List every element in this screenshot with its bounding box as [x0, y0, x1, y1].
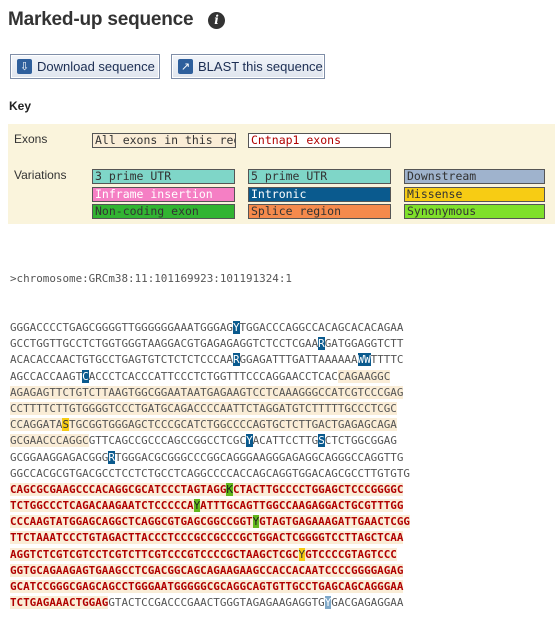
blast-sequence-button[interactable]: ↗ BLAST this sequence [171, 54, 325, 79]
sequence-segment: GTACTCCGACCCGAACTGGGTAGAGAAGAGGTG [108, 596, 325, 610]
sequence-segment: GGAGATTTGATTAAAAAA [239, 353, 358, 367]
key-panel: Exons Variations All exons in this regio… [8, 124, 555, 224]
sequence-segment: ACCCTCACCCATTCCCTCTGGTTTCCCAGGAACCTCAC [88, 369, 338, 383]
variant-marker[interactable]: S [62, 418, 70, 432]
sequence-line: AGCCACCAAGTCACCCTCACCCATTCCCTCTGGTTTCCCA… [10, 369, 410, 385]
sequence-segment: TTCTAAATCCCTGTAGACTTACCCTCCCGCCGCCCGCTGG… [10, 531, 404, 545]
legend-inframe-insertion: Inframe insertion [92, 187, 235, 202]
legend-5-prime-utr: 5 prime UTR [248, 169, 391, 184]
legend-intronic: Intronic [248, 187, 391, 202]
sequence-segment: GTTCAGCCGCCCAGCCGGCCTCGC [88, 434, 247, 448]
variant-marker[interactable]: Y [246, 434, 253, 448]
sequence-line: GCGGAAGGAGACGGGRTGGGACGCGGGCCCGGCAGGGAAG… [10, 450, 410, 466]
variant-marker[interactable]: Y [193, 499, 201, 513]
sequence-segment: GCATCCGGGCGAGCAGCCTGGGAATGGGGGCGCAGGCAGT… [10, 580, 404, 593]
key-heading: Key [9, 99, 32, 113]
sequence-segment: CAGAAGGC [337, 369, 391, 383]
legend-3-prime-utr: 3 prime UTR [92, 169, 235, 184]
variant-marker[interactable]: S [318, 434, 325, 448]
sequence-segment: CTACTTGCCCCTGGAGCTCCCGGGGC [232, 482, 404, 496]
variant-marker[interactable]: R [232, 353, 240, 367]
legend-non-coding-exon: Non-coding exon [92, 204, 235, 219]
sequence-line: CCCAAGTATGGAGCAGGCTCAGGCGTGAGCGGCCGGTYGT… [10, 514, 410, 530]
sequence-lines: GGGACCCCTGAGCGGGGTTGGGGGGAAATGGGAGYTGGAC… [10, 320, 410, 611]
variant-marker[interactable]: Y [252, 515, 260, 529]
sequence-segment: CAGCGCGAAGCCCACAGGCGCATCCCTAGTAGG [10, 482, 227, 496]
legend-downstream: Downstream [404, 169, 545, 184]
sequence-line: CAGCGCGAAGCCCACAGGCGCATCCCTAGTAGGKCTACTT… [10, 482, 410, 498]
legend-gene-exons: Cntnap1 exons [248, 133, 391, 148]
sequence-segment: GCCTGGTTGCCTCTGGTGGGTAAGGACGTGAGAGAGGTCT… [10, 337, 319, 351]
sequence-segment: CCAGGATA [10, 418, 63, 432]
sequence-line: GCATCCGGGCGAGCAGCCTGGGAATGGGGGCGCAGGCAGT… [10, 579, 410, 595]
blast-sequence-label: BLAST this sequence [198, 59, 323, 74]
sequence-line: CCAGGATASTGCGGTGGGAGCTCCCGCATCTGGCCCCAGT… [10, 417, 410, 433]
download-icon: ⇩ [17, 59, 32, 74]
sequence-segment: AGAGAGTTCTGTCTTAAGTGGCGGAATAATGAGAAGTCCT… [10, 385, 404, 399]
sequence-segment: GCGGAAGGAGACGGG [10, 450, 109, 464]
download-sequence-label: Download sequence [37, 59, 155, 74]
sequence-segment: AGGTCTCGTCGTCCTCGTCTTCGTCCCGTCCCCGCTAAGC… [10, 547, 299, 561]
sequence-segment: GGTGCAGAAGAGTGAAGCCTCGACGGCAGCAGAAGAAGCC… [10, 563, 404, 577]
sequence-segment: TTTTC [370, 353, 404, 367]
sequence-header: >chromosome:GRCm38:11:101169923:10119132… [10, 272, 292, 286]
download-sequence-button[interactable]: ⇩ Download sequence [10, 54, 160, 79]
sequence-segment: GTCCCCGTAGTCCC [305, 547, 397, 561]
legend-missense: Missense [404, 187, 545, 202]
legend-splice-region: Splice region [248, 204, 391, 219]
variant-marker[interactable]: WW [357, 353, 371, 367]
sequence-line: TCTGGCCCTCAGACAAGAATCTCCCCCAYATTTGCAGTTG… [10, 498, 410, 514]
sequence-segment: ATTTGCAGTTGGCCAAGAGGACTGCGTTTGG [200, 499, 404, 513]
legend-all-exons: All exons in this region [92, 133, 236, 148]
sequence-segment: TGGGACGCGGGCCCGGCAGGGAAGGGAGAGGCAGGGCCAG… [114, 450, 404, 464]
sequence-line: TTCTAAATCCCTGTAGACTTACCCTCCCGCCGCCCGCTGG… [10, 530, 410, 546]
sequence-segment: GGGACCCCTGAGCGGGGTTGGGGGGAAATGGGAG [10, 321, 233, 334]
legend-synonymous: Synonymous [404, 204, 545, 219]
page-title: Marked-up sequence [8, 9, 194, 30]
sequence-segment: ACACACCAACTGTGCCTGAGTGTCTCTCTCCCAA [10, 353, 233, 367]
sequence-line: AGAGAGTTCTGTCTTAAGTGGCGGAATAATGAGAAGTCCT… [10, 385, 410, 401]
sequence-segment: TGCGGTGGGAGCTCCCGCATCTGGCCCCAGTGCTCTTGAC… [69, 418, 397, 432]
sequence-segment: GTAGTGAGAAAGATTGAACTCGG [259, 515, 410, 529]
sequence-line: GCCTGGTTGCCTCTGGTGGGTAAGGACGTGAGAGAGGTCT… [10, 336, 410, 352]
sequence-segment: TCTGAGAAACTGGAG [10, 596, 109, 610]
sequence-line: GGCCACGCGTGACGCCTCCTCTGCCTCAGGCCCCACCAGC… [10, 466, 410, 482]
sequence-line: ACACACCAACTGTGCCTGAGTGTCTCTCTCCCAARGGAGA… [10, 352, 410, 368]
blast-icon: ↗ [178, 59, 193, 74]
variations-label: Variations [14, 168, 67, 182]
sequence-segment: AGCCACCAAGT [10, 369, 83, 383]
sequence-line: AGGTCTCGTCGTCCTCGTCTTCGTCCCGTCCCCGCTAAGC… [10, 547, 410, 563]
sequence-line: CCTTTTCTTGTGGGGTCCCTGATGCAGACCCCAATTCTAG… [10, 401, 410, 417]
sequence-segment: TCTGGCCCTCAGACAAGAATCTCCCCCA [10, 499, 194, 513]
variant-marker[interactable]: R [108, 450, 115, 464]
sequence-segment: GACGAGAGGAA [331, 596, 404, 610]
sequence-line: GCGAACCCAGGCGTTCAGCCGCCCAGCCGGCCTCGCYACA… [10, 433, 410, 449]
sequence-line: GGTGCAGAAGAGTGAAGCCTCGACGGCAGCAGAAGAAGCC… [10, 563, 410, 579]
sequence-block: >chromosome:GRCm38:11:101169923:10119132… [10, 239, 410, 628]
sequence-line: GGGACCCCTGAGCGGGGTTGGGGGGAAATGGGAGYTGGAC… [10, 320, 410, 336]
exons-label: Exons [14, 132, 48, 146]
info-icon[interactable]: i [208, 12, 225, 29]
sequence-segment: TGGACCCAGGCCACAGCACACAGAA [239, 321, 404, 334]
sequence-segment: CCCAAGTATGGAGCAGGCTCAGGCGTGAGCGGCCGGT [10, 515, 253, 529]
sequence-segment: CCTTTTCTTGTGGGGTCCCTGATGCAGACCCCAATTCTAG… [10, 401, 397, 415]
variant-marker[interactable]: Y [232, 321, 240, 334]
sequence-segment: GGCCACGCGTGACGCCTCCTCTGCCTCAGGCCCCACCAGC… [10, 466, 410, 480]
variant-marker[interactable]: R [318, 337, 325, 351]
sequence-segment: GCGAACCCAGGC [10, 434, 89, 448]
variant-marker[interactable]: C [82, 369, 89, 383]
variant-marker[interactable]: K [226, 482, 233, 496]
sequence-segment: ACATTCCTTG [252, 434, 319, 448]
sequence-segment: GATGGAGGTCTT [324, 337, 404, 351]
sequence-segment: CTCTGGCGGAG [324, 434, 397, 448]
sequence-line: TCTGAGAAACTGGAGGTACTCCGACCCGAACTGGGTAGAG… [10, 595, 410, 611]
